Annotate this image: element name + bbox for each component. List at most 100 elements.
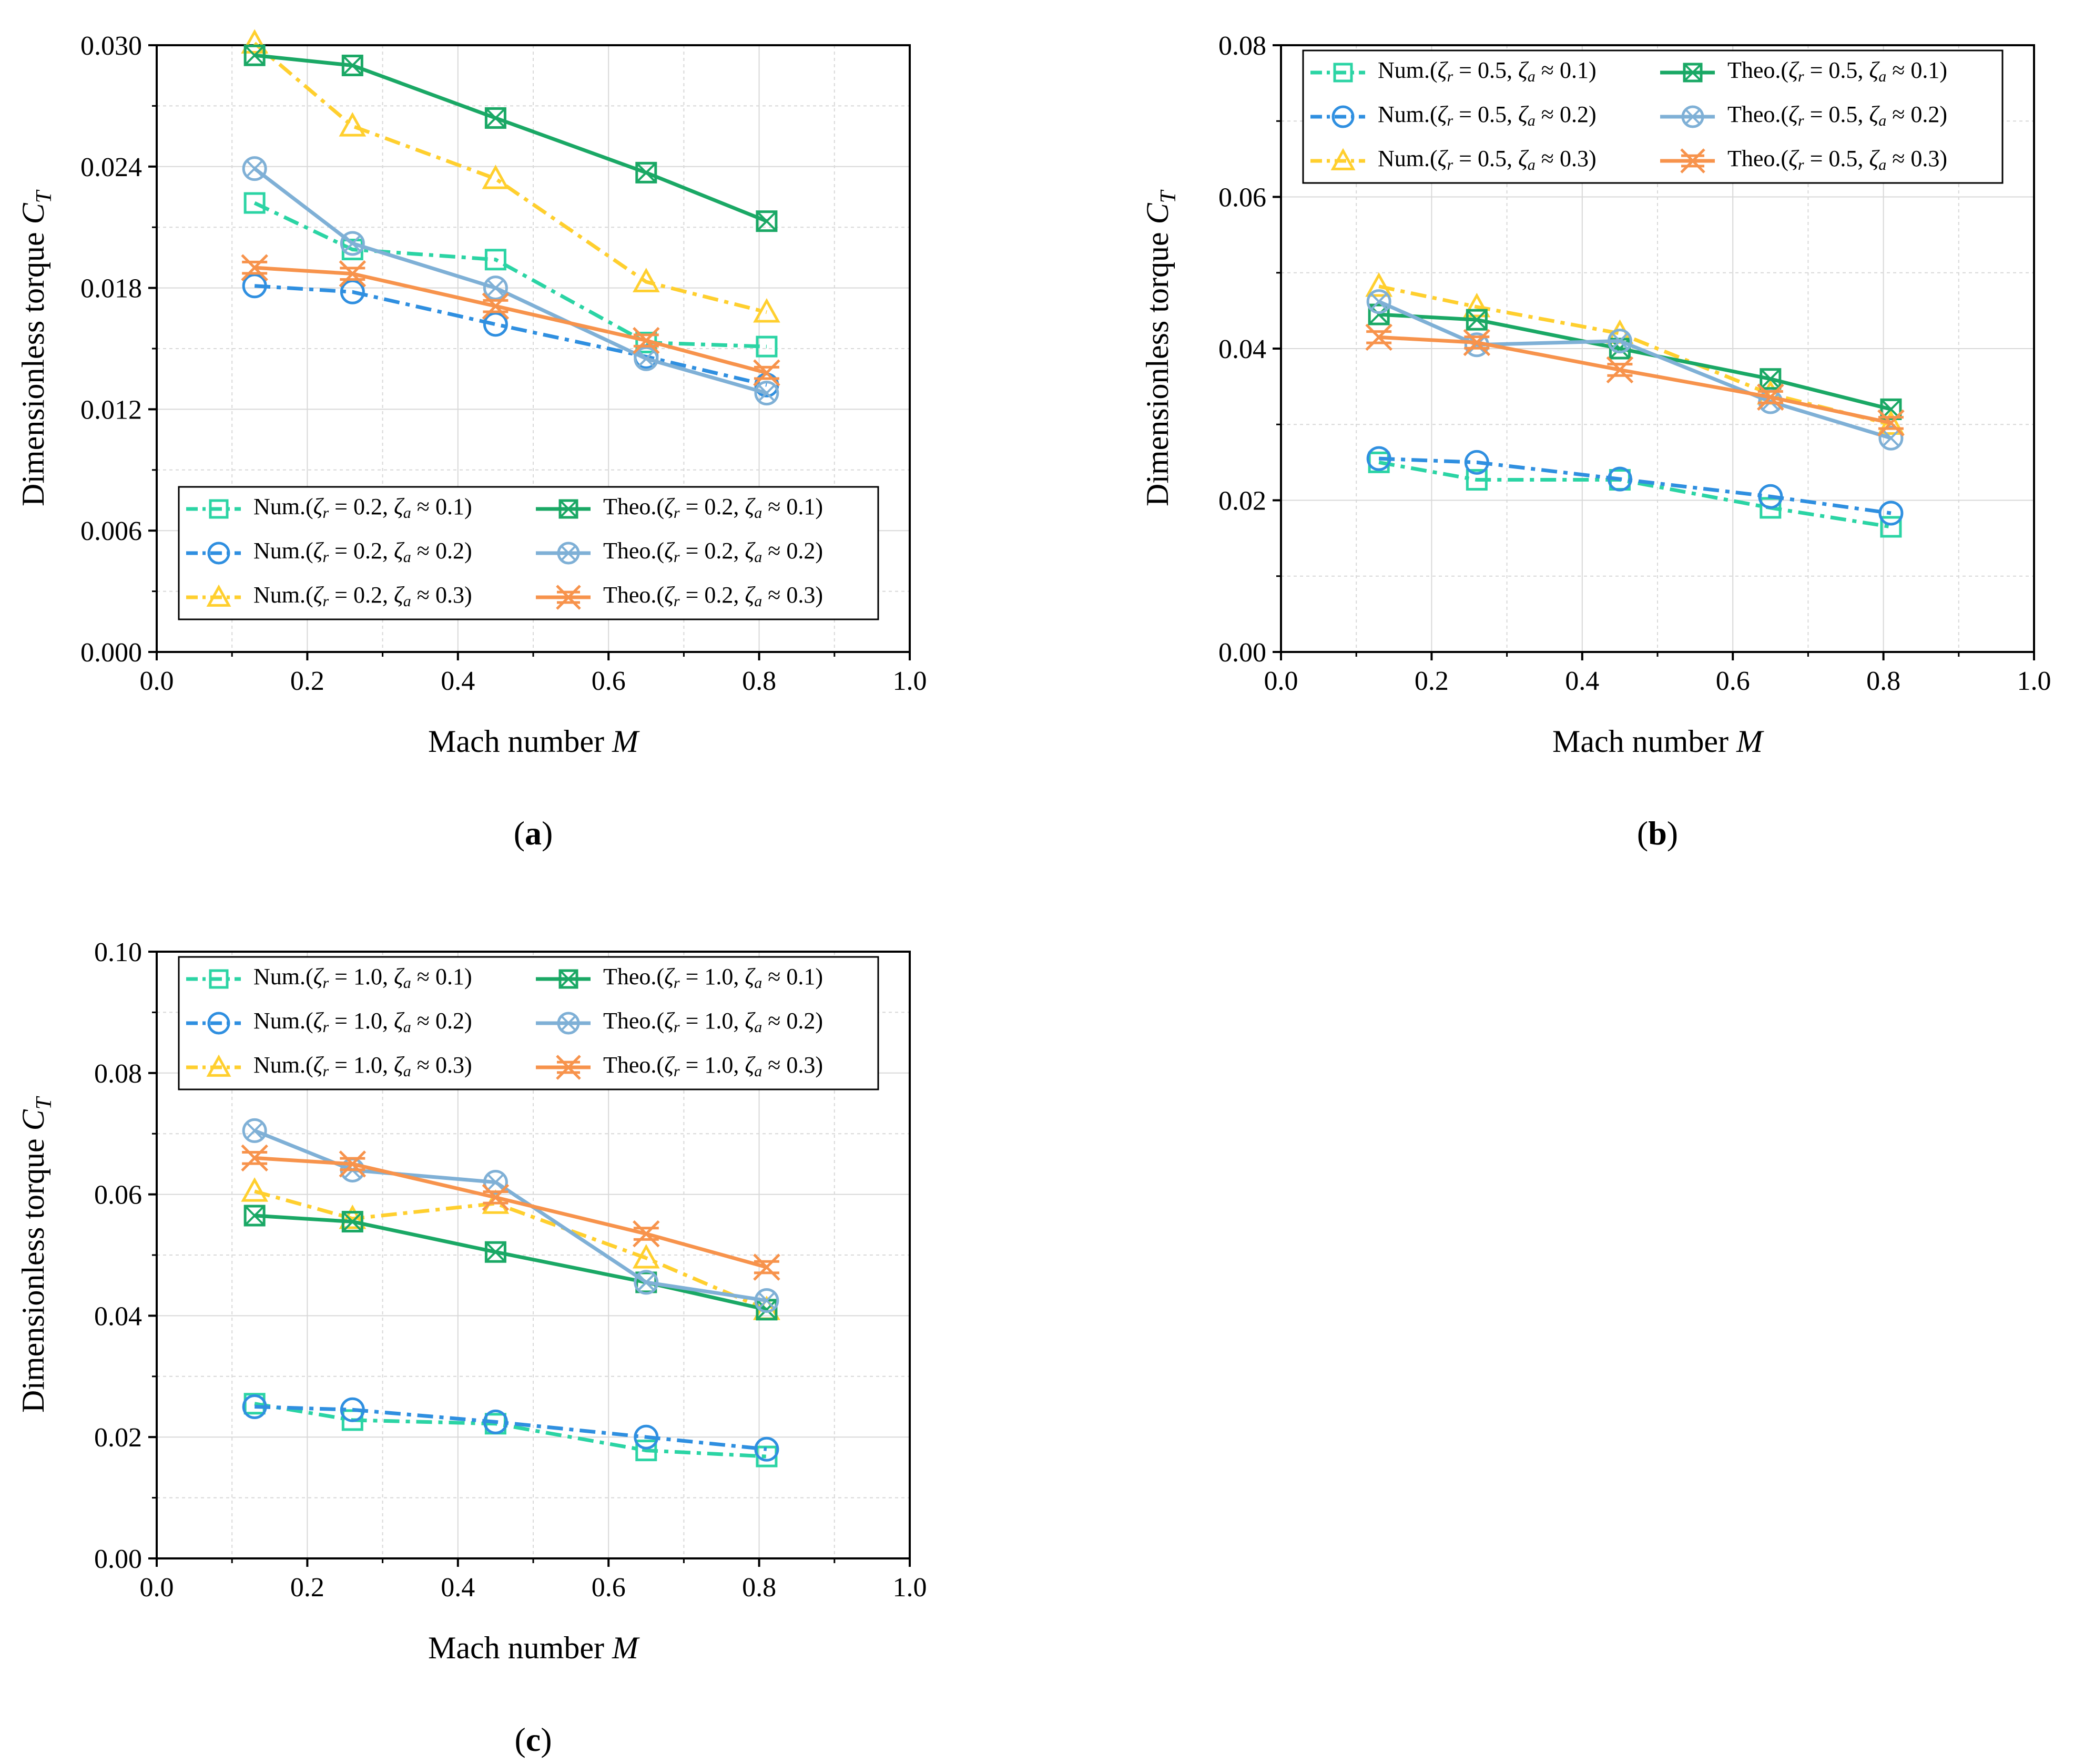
marker-cross bbox=[758, 384, 776, 402]
marker-circle bbox=[340, 1397, 365, 1422]
legend-item: Theo.(ζr = 1.0, ζa ≈ 0.3) bbox=[536, 1052, 823, 1080]
marker-cross bbox=[559, 499, 578, 518]
legend-label-part: a bbox=[1528, 112, 1536, 129]
marker-cross bbox=[1877, 409, 1905, 437]
caption-letter: c bbox=[526, 1721, 541, 1758]
marker-square bbox=[558, 499, 578, 519]
legend-label-part: = 1.0, bbox=[329, 1052, 394, 1078]
legend-label-part: ζ bbox=[1438, 146, 1449, 171]
y-tick-label: 0.06 bbox=[1218, 183, 1266, 213]
series-triangle bbox=[241, 29, 780, 323]
series-line bbox=[253, 1129, 767, 1303]
y-axis-title: Dimensionless torque CT bbox=[16, 1096, 56, 1413]
legend-label-part: r bbox=[674, 548, 680, 566]
series-asterisk bbox=[241, 254, 780, 386]
legend-label-part: = 0.5, bbox=[1804, 57, 1869, 83]
data-point bbox=[242, 273, 267, 299]
data-point bbox=[1877, 409, 1905, 437]
legend-label-part: ≈ 0.3) bbox=[1886, 146, 1947, 171]
legend-label-part: = 1.0, bbox=[680, 964, 745, 990]
series-line bbox=[254, 1189, 768, 1312]
marker-square bbox=[209, 499, 229, 519]
marker-square bbox=[484, 107, 506, 129]
data-point bbox=[1757, 383, 1784, 411]
legend-label: Num.(ζr = 0.2, ζa ≈ 0.2) bbox=[253, 538, 472, 566]
data-point bbox=[242, 1394, 267, 1419]
marker-cross bbox=[636, 162, 657, 183]
legend-label-part: ≈ 0.3) bbox=[411, 582, 472, 608]
marker-cross bbox=[485, 108, 506, 128]
series-asterisk bbox=[1365, 323, 1905, 437]
legend-box bbox=[178, 956, 879, 1090]
data-point bbox=[754, 1288, 779, 1313]
series-line bbox=[254, 284, 767, 387]
series-circle-x bbox=[242, 1118, 779, 1313]
y-tick-label: 0.04 bbox=[94, 1301, 142, 1331]
y-axis-title-symbol: C bbox=[16, 202, 50, 224]
x-axis-title-text: Mach number bbox=[1552, 724, 1736, 759]
data-point bbox=[483, 1409, 508, 1434]
legend-item: Num.(ζr = 0.5, ζa ≈ 0.3) bbox=[1310, 146, 1597, 174]
marker-cross bbox=[339, 1150, 367, 1178]
legend-label-part: ζ bbox=[394, 582, 405, 608]
legend-label-part: ζ bbox=[313, 538, 324, 564]
x-tick-label: 0.6 bbox=[1716, 666, 1750, 696]
legend: Num.(ζr = 1.0, ζa ≈ 0.1)Num.(ζr = 1.0, ζ… bbox=[178, 956, 879, 1090]
y-tick-label: 0.10 bbox=[94, 937, 142, 967]
legend-label-part: r bbox=[674, 1018, 680, 1036]
legend-label-part: r bbox=[674, 504, 680, 522]
legend-item: Num.(ζr = 0.5, ζa ≈ 0.2) bbox=[1310, 101, 1597, 129]
marker-square bbox=[756, 210, 778, 232]
x-axis-title-text: Mach number bbox=[428, 1630, 612, 1665]
marker-square bbox=[635, 161, 657, 183]
legend-label-part: ζ bbox=[313, 1008, 324, 1034]
data-point bbox=[340, 1397, 365, 1422]
data-point bbox=[632, 268, 660, 292]
legend-label: Theo.(ζr = 0.2, ζa ≈ 0.2) bbox=[603, 538, 823, 566]
series-line bbox=[253, 167, 767, 395]
marker-circle bbox=[207, 1012, 230, 1035]
chart-panel-c: 0.0 0.2 0.4 0.6 0.8 1.0 0.00 0.02 0.04 0.06 0.08 0.… bbox=[16, 937, 927, 1758]
marker-cross bbox=[244, 45, 265, 66]
y-axis-title-symbol: C bbox=[1140, 202, 1175, 224]
marker-cross bbox=[482, 292, 510, 320]
marker-cross bbox=[1463, 329, 1491, 356]
y-tick-label: 0.012 bbox=[80, 395, 142, 425]
legend-label-part: r bbox=[1798, 156, 1804, 174]
data-point bbox=[1760, 368, 1782, 390]
data-point bbox=[483, 276, 508, 301]
legend-label-part: ζ bbox=[664, 964, 675, 990]
legend-label-part: = 1.0, bbox=[680, 1008, 745, 1034]
marker-circle bbox=[483, 1170, 508, 1195]
y-tick-label: 0.04 bbox=[1218, 334, 1266, 364]
marker-circle bbox=[557, 542, 580, 565]
marker-cross bbox=[1611, 332, 1629, 350]
marker-triangle bbox=[482, 165, 510, 189]
legend-label-part: a bbox=[1878, 156, 1886, 174]
marker-cross bbox=[633, 327, 660, 354]
caption-letter: a bbox=[525, 814, 542, 852]
legend-label-part: ζ bbox=[745, 1008, 756, 1034]
series-line bbox=[1378, 460, 1892, 529]
legend-label-part: = 0.2, bbox=[329, 582, 394, 608]
legend-label-part: ≈ 0.2) bbox=[411, 538, 472, 564]
y-axis-title-symbol: C bbox=[16, 1109, 50, 1130]
y-axis-title-subscript: T bbox=[1156, 189, 1181, 203]
caption-paren: ) bbox=[542, 814, 553, 852]
panel-caption: (b) bbox=[1637, 814, 1678, 852]
marker-cross bbox=[1760, 369, 1781, 390]
legend-item: Theo.(ζr = 0.5, ζa ≈ 0.1) bbox=[1660, 57, 1947, 85]
legend-label-part: ≈ 0.3) bbox=[762, 1052, 823, 1078]
data-point bbox=[633, 327, 660, 354]
data-point bbox=[339, 112, 367, 137]
y-tick-label: 0.024 bbox=[80, 152, 142, 182]
legend-label-part: ≈ 0.3) bbox=[1536, 146, 1597, 171]
marker-cross bbox=[1370, 293, 1388, 310]
marker-cross bbox=[633, 1220, 660, 1248]
legend-label-part: ζ bbox=[1869, 146, 1880, 171]
data-point bbox=[339, 260, 367, 288]
series-line bbox=[253, 42, 767, 314]
legend-label-part: Theo.( bbox=[603, 1008, 664, 1034]
data-point bbox=[1365, 323, 1392, 351]
legend-item: Theo.(ζr = 1.0, ζa ≈ 0.2) bbox=[536, 1008, 823, 1036]
